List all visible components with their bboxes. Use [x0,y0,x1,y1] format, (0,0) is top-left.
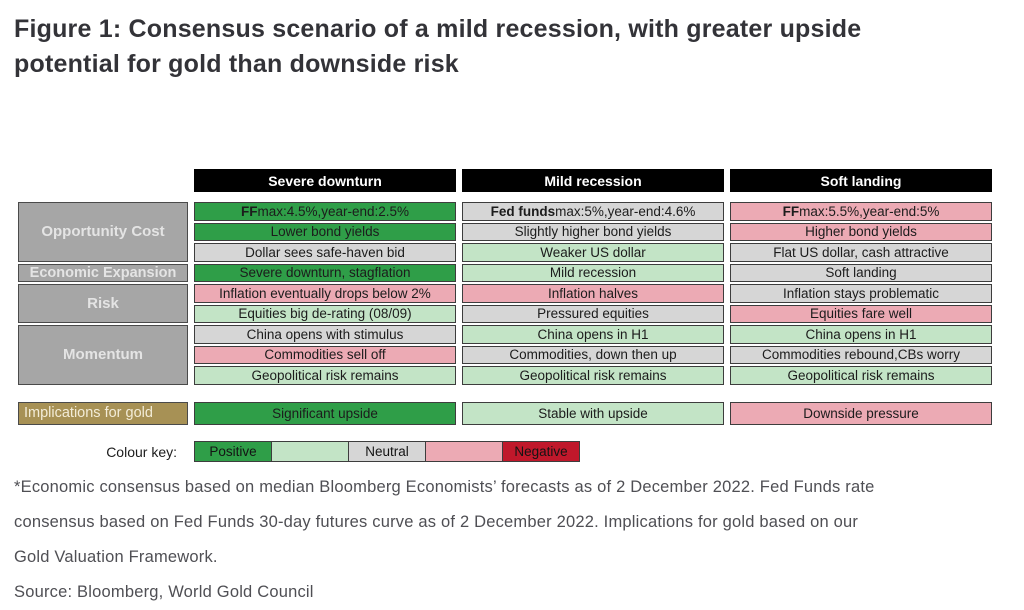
table-cell: Pressured equities [462,304,724,323]
table-cell: Higher bond yields [730,222,992,241]
footnote-line-1: *Economic consensus based on median Bloo… [14,478,875,496]
figure-title-line-2: potential for gold than downside risk [14,50,459,78]
implications-row: Implications for gold Significant upside… [18,401,992,425]
table-cell: China opens in H1 [730,325,992,344]
table-cell: Geopolitical risk remains [730,366,992,385]
row-group-economic-expansion: Economic Expansion [18,263,188,282]
table-cell: Soft landing [730,263,992,282]
key-swatch-negative: Negative [502,441,580,462]
footnote-line-2: consensus based on Fed Funds 30-day futu… [14,513,859,531]
row-group-risk: Risk [18,284,188,323]
table-cell: Commodities sell off [194,345,456,364]
table-cell: Geopolitical risk remains [462,366,724,385]
key-swatch-positive: Positive [194,441,272,462]
footnote-line-3: Gold Valuation Framework. [14,548,218,566]
scenario-header-soft-landing: Soft landing [730,169,992,192]
table-cell: Inflation eventually drops below 2% [194,284,456,303]
figure-title: Figure 1: Consensus scenario of a mild r… [14,12,861,82]
table-cell: Flat US dollar, cash attractive [730,243,992,262]
scenario-body-grid: Opportunity Cost Economic Expansion Risk… [18,202,992,385]
scenario-header-row: Severe downturn Mild recession Soft land… [18,169,992,192]
table-cell: Weaker US dollar [462,243,724,262]
figure-title-line-1: Figure 1: Consensus scenario of a mild r… [14,15,862,43]
table-cell: Geopolitical risk remains [194,366,456,385]
cell-text: max:5.5%,year-end:5% [799,203,940,219]
implication-severe-downturn: Significant upside [194,401,456,425]
implication-mild-recession: Stable with upside [462,401,724,425]
table-cell: Commodities rebound,CBs worry [730,345,992,364]
scenario-header-severe-downturn: Severe downturn [194,169,456,192]
colour-key-swatches: Positive Neutral Negative [194,441,580,462]
cell-bold-text: FF [240,203,258,219]
table-cell: Commodities, down then up [462,345,724,364]
table-cell: Equities big de-rating (08/09) [194,304,456,323]
implications-label: Implications for gold [18,401,188,425]
key-swatch-neutral: Neutral [348,441,426,462]
scenario-matrix: Severe downturn Mild recession Soft land… [18,169,992,425]
cell-text: max:4.5%,year-end:2.5% [257,203,410,219]
table-cell: FF max:4.5%,year-end:2.5% [194,202,456,221]
implication-soft-landing: Downside pressure [730,401,992,425]
cell-text: max:5%,year-end:4.6% [555,203,696,219]
table-cell: FF max:5.5%,year-end:5% [730,202,992,221]
key-swatch-mild-positive [271,441,349,462]
table-cell: Lower bond yields [194,222,456,241]
table-cell: Dollar sees safe-haven bid [194,243,456,262]
row-group-momentum: Momentum [18,325,188,385]
table-cell: Fed funds max:5%,year-end:4.6% [462,202,724,221]
key-swatch-mild-negative [425,441,503,462]
cell-bold-text: Fed funds [490,203,556,219]
table-cell: Slightly higher bond yields [462,222,724,241]
row-group-opportunity-cost: Opportunity Cost [18,202,188,262]
cell-bold-text: FF [782,203,800,219]
colour-key: Colour key: Positive Neutral Negative [18,441,580,462]
table-cell: Inflation stays problematic [730,284,992,303]
scenario-header-mild-recession: Mild recession [462,169,724,192]
source-line: Source: Bloomberg, World Gold Council [14,583,314,601]
table-cell: Severe downturn, stagflation [194,263,456,282]
table-cell: Mild recession [462,263,724,282]
footnote: *Economic consensus based on median Bloo… [14,470,875,610]
table-cell: China opens with stimulus [194,325,456,344]
colour-key-label: Colour key: [106,443,177,460]
table-cell: Inflation halves [462,284,724,303]
table-cell: China opens in H1 [462,325,724,344]
table-cell: Equities fare well [730,304,992,323]
